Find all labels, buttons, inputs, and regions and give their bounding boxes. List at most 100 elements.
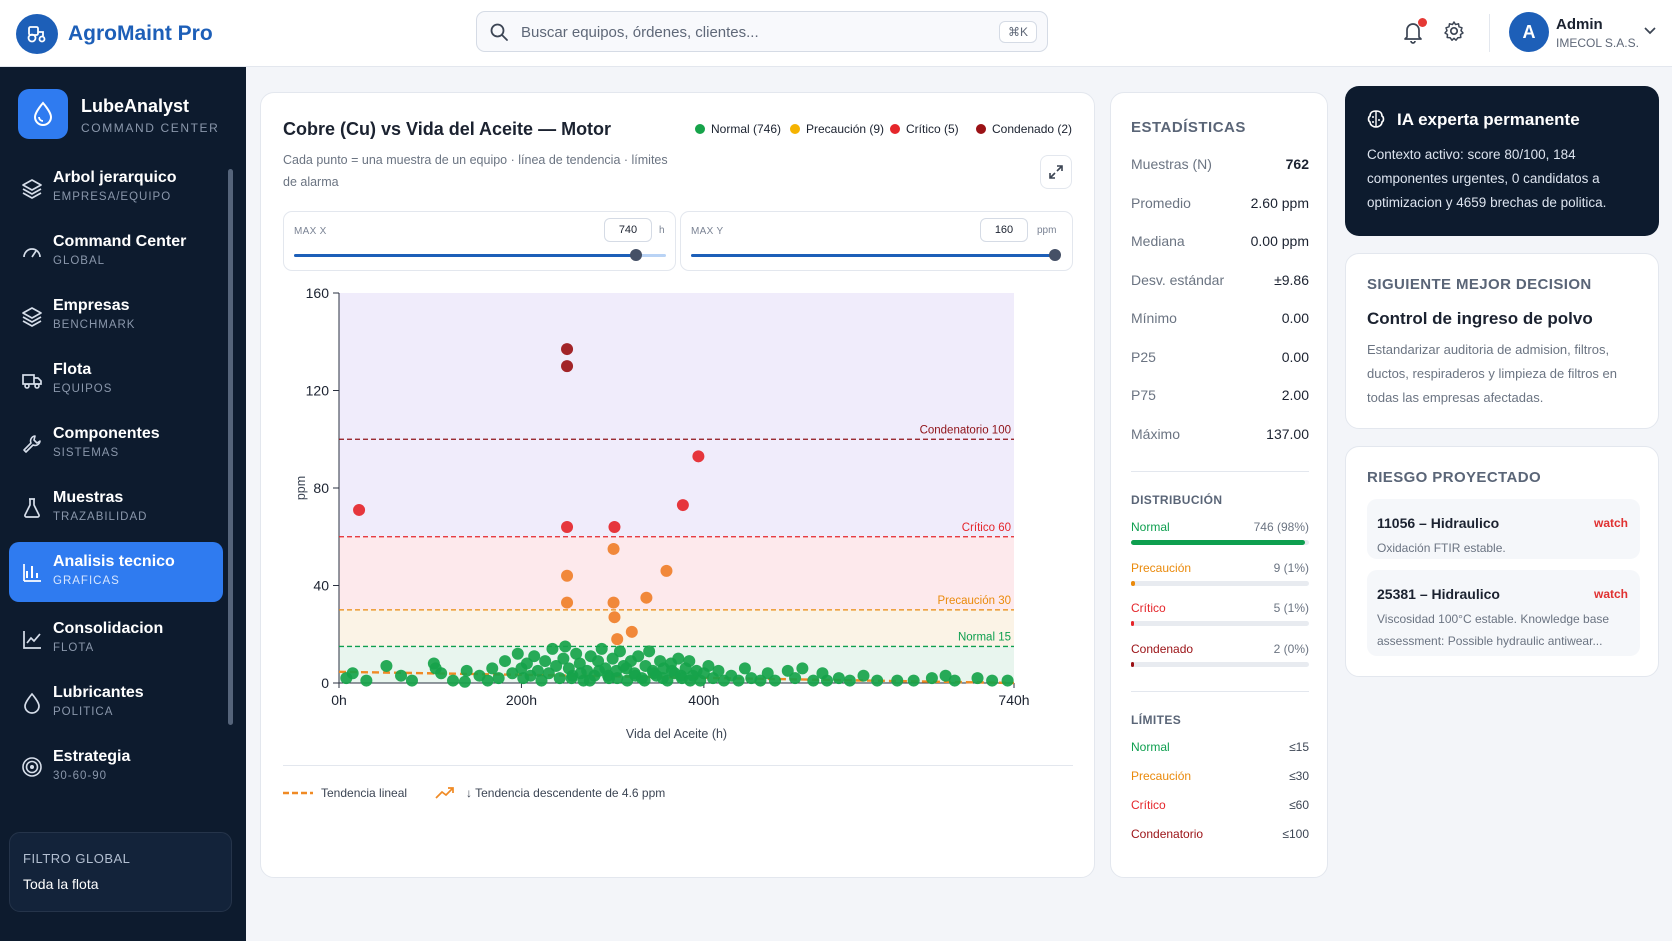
data-point[interactable] <box>611 633 624 646</box>
data-point[interactable] <box>672 652 685 665</box>
global-filter[interactable]: FILTRO GLOBAL Toda la flota <box>9 832 232 912</box>
data-point[interactable] <box>531 664 544 677</box>
data-point[interactable] <box>460 664 473 677</box>
data-point[interactable] <box>676 499 689 512</box>
legend-item[interactable]: Condenado (2) <box>976 121 1072 137</box>
data-point[interactable] <box>561 596 574 609</box>
max-x-input[interactable]: 740 <box>604 218 652 242</box>
legend-item[interactable]: Precaución (9) <box>790 121 884 137</box>
data-point[interactable] <box>550 659 563 672</box>
data-point[interactable] <box>542 667 555 680</box>
sidebar-item-flota[interactable]: Flota EQUIPOS <box>9 350 223 410</box>
data-point[interactable] <box>499 655 512 668</box>
next-decision-title[interactable]: Control de ingreso de polvo <box>1367 309 1593 328</box>
data-point[interactable] <box>745 672 758 685</box>
sidebar-item-analisis-tecnico[interactable]: Analisis tecnico GRAFICAS <box>9 542 223 602</box>
data-point[interactable] <box>821 674 834 687</box>
data-point[interactable] <box>592 664 605 677</box>
sidebar-item-muestras[interactable]: Muestras TRAZABILIDAD <box>9 478 223 538</box>
avatar[interactable]: A <box>1509 12 1549 52</box>
sidebar-item-estrategia[interactable]: Estrategia 30-60-90 <box>9 737 223 797</box>
data-point[interactable] <box>607 596 620 609</box>
data-point[interactable] <box>761 667 774 680</box>
data-point[interactable] <box>608 611 621 624</box>
data-point[interactable] <box>608 521 621 533</box>
data-point[interactable] <box>891 674 904 687</box>
gear-icon[interactable] <box>1443 20 1465 42</box>
data-point[interactable] <box>832 672 845 685</box>
data-point[interactable] <box>559 640 572 653</box>
data-point[interactable] <box>565 672 578 685</box>
data-point[interactable] <box>857 669 870 682</box>
sidebar-scrollbar[interactable] <box>228 169 233 725</box>
user-name[interactable]: Admin <box>1556 16 1603 33</box>
data-point[interactable] <box>640 591 653 604</box>
data-point[interactable] <box>405 674 418 687</box>
bell-icon[interactable] <box>1402 20 1424 44</box>
data-point[interactable] <box>611 672 624 685</box>
data-point[interactable] <box>647 667 660 680</box>
data-point[interactable] <box>1001 674 1014 687</box>
data-point[interactable] <box>807 674 820 687</box>
data-point[interactable] <box>638 674 651 687</box>
expand-button[interactable] <box>1040 155 1072 189</box>
data-point[interactable] <box>553 672 566 685</box>
legend-item[interactable]: Normal (746) <box>695 121 781 137</box>
search-bar[interactable]: Buscar equipos, órdenes, clientes... ⌘K <box>476 11 1048 52</box>
data-point[interactable] <box>486 662 499 675</box>
data-point[interactable] <box>539 655 552 668</box>
data-point[interactable] <box>629 669 642 682</box>
max-x-slider-thumb[interactable] <box>630 249 643 261</box>
data-point[interactable] <box>561 569 574 582</box>
data-point[interactable] <box>435 667 448 680</box>
data-point[interactable] <box>613 645 626 658</box>
sidebar-item-consolidacion[interactable]: Consolidacion FLOTA <box>9 609 223 669</box>
data-point[interactable] <box>738 662 751 675</box>
data-point[interactable] <box>769 674 782 687</box>
data-point[interactable] <box>595 642 608 655</box>
risk-item[interactable]: 11056 – Hidraulico watch Oxidación FTIR … <box>1367 499 1640 559</box>
data-point[interactable] <box>907 674 920 687</box>
data-point[interactable] <box>346 667 359 680</box>
max-y-slider-thumb[interactable] <box>1049 249 1061 261</box>
data-point[interactable] <box>607 542 620 555</box>
data-point[interactable] <box>528 650 541 663</box>
data-point[interactable] <box>684 674 697 687</box>
data-point[interactable] <box>561 521 574 533</box>
global-filter-value[interactable]: Toda la flota <box>23 876 99 892</box>
data-point[interactable] <box>683 655 696 668</box>
data-point[interactable] <box>871 674 884 687</box>
data-point[interactable] <box>971 672 984 685</box>
data-point[interactable] <box>353 503 366 516</box>
data-point[interactable] <box>546 642 559 655</box>
data-point[interactable] <box>702 659 715 672</box>
data-point[interactable] <box>520 657 533 670</box>
data-point[interactable] <box>602 669 615 682</box>
data-point[interactable] <box>625 625 638 638</box>
search-input[interactable]: Buscar equipos, órdenes, clientes... <box>521 24 759 41</box>
data-point[interactable] <box>843 674 856 687</box>
data-point[interactable] <box>592 655 605 668</box>
data-point[interactable] <box>692 450 705 463</box>
sidebar-item-componentes[interactable]: Componentes SISTEMAS <box>9 414 223 474</box>
data-point[interactable] <box>557 652 570 665</box>
risk-item[interactable]: 25381 – Hidraulico watch Viscosidad 100°… <box>1367 570 1640 656</box>
data-point[interactable] <box>360 674 373 687</box>
data-point[interactable] <box>458 675 471 688</box>
data-point[interactable] <box>732 674 745 687</box>
app-logo[interactable] <box>16 14 58 54</box>
sidebar-item-arbol-jerarquico[interactable]: Arbol jerarquico EMPRESA/EQUIPO <box>9 158 223 218</box>
data-point[interactable] <box>535 674 548 687</box>
sidebar-item-lubricantes[interactable]: Lubricantes POLITICA <box>9 673 223 733</box>
data-point[interactable] <box>583 674 596 687</box>
legend-item[interactable]: Crítico (5) <box>890 121 959 137</box>
data-point[interactable] <box>754 674 767 687</box>
data-point[interactable] <box>561 343 574 356</box>
data-point[interactable] <box>986 674 999 687</box>
data-point[interactable] <box>574 667 587 680</box>
data-point[interactable] <box>447 674 460 687</box>
data-point[interactable] <box>561 360 574 373</box>
data-point[interactable] <box>712 664 725 677</box>
data-point[interactable] <box>632 650 645 663</box>
data-point[interactable] <box>395 669 408 682</box>
